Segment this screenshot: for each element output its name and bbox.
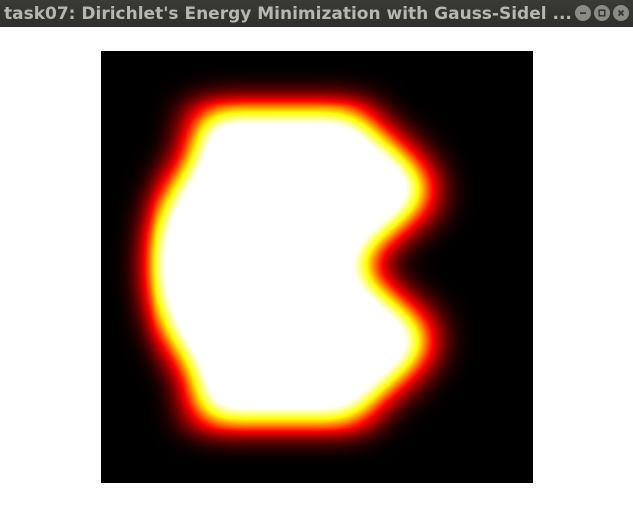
window-title: task07: Dirichlet's Energy Minimization … xyxy=(4,3,572,24)
window-titlebar[interactable]: task07: Dirichlet's Energy Minimization … xyxy=(0,0,633,27)
maximize-icon[interactable] xyxy=(594,5,610,21)
heatmap-canvas xyxy=(101,51,533,483)
window-controls xyxy=(575,5,629,21)
minimize-icon[interactable] xyxy=(575,5,591,21)
heatmap-view xyxy=(101,51,533,483)
close-icon[interactable] xyxy=(613,5,629,21)
